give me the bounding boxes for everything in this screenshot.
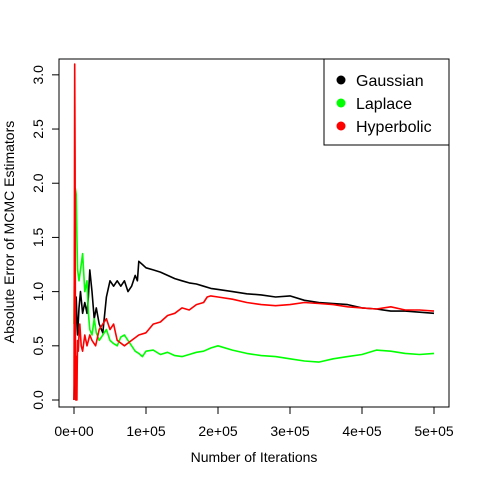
series-line-laplace	[73, 187, 435, 363]
y-tick-label: 3.0	[30, 65, 46, 85]
legend: Gaussian Laplace Hyperbolic	[323, 58, 450, 146]
series-line-gaussian	[73, 260, 435, 401]
legend-marker-laplace	[336, 98, 346, 108]
legend-marker-gaussian	[336, 75, 346, 85]
y-tick-label: 1.0	[30, 282, 46, 302]
series-line-hyperbolic	[73, 63, 435, 401]
y-tick-label: 0.0	[30, 390, 46, 410]
x-axis-title: Number of Iterations	[191, 449, 318, 465]
x-tick-label: 0e+00	[54, 423, 94, 439]
legend-marker-hyperbolic	[336, 121, 346, 131]
y-tick-label: 1.5	[30, 227, 46, 247]
x-tick-label: 4e+05	[342, 423, 382, 439]
y-axis: 0.0 0.5 1.0 1.5 2.0 2.5 3.0	[30, 65, 60, 410]
y-tick-label: 2.5	[30, 119, 46, 139]
x-axis: 0e+00 1e+05 2e+05 3e+05 4e+05 5e+05	[54, 406, 454, 439]
y-axis-title: Absolute Error of MCMC Estimators	[1, 121, 17, 344]
y-tick-label: 0.5	[30, 336, 46, 356]
y-tick-label: 2.0	[30, 173, 46, 193]
x-tick-label: 1e+05	[126, 423, 166, 439]
x-tick-label: 3e+05	[270, 423, 310, 439]
legend-label-laplace: Laplace	[356, 96, 412, 113]
legend-label-hyperbolic: Hyperbolic	[356, 119, 432, 136]
x-tick-label: 2e+05	[198, 423, 238, 439]
x-tick-label: 5e+05	[414, 423, 454, 439]
series-layer	[73, 63, 435, 401]
legend-label-gaussian: Gaussian	[356, 73, 424, 90]
